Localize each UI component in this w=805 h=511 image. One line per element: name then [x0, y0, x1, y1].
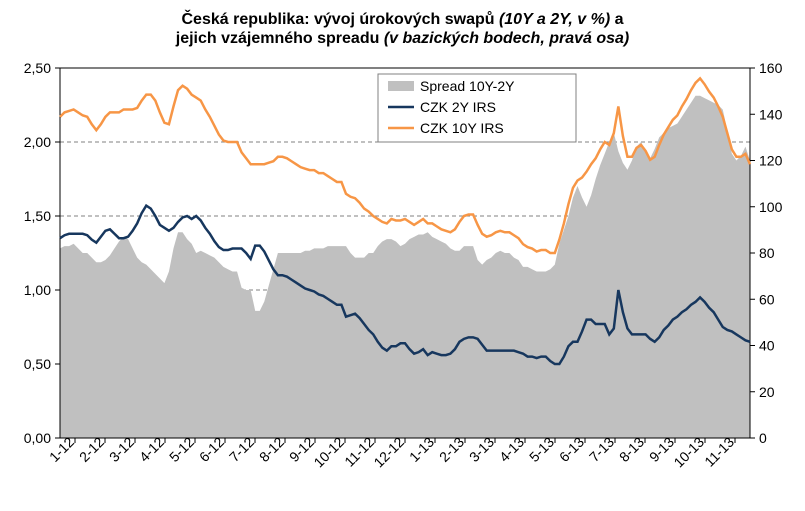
yticklabel-right: 140	[759, 106, 783, 122]
yticklabel-right: 160	[759, 60, 783, 76]
yticklabel-left: 1,00	[24, 282, 51, 298]
yticklabel-right: 40	[759, 338, 775, 354]
chart-svg: 0,00 0,50 1,00 1,50 2,00 2,50 0 20 40 60 80 100 120 1…	[0, 0, 805, 511]
yticklabel-right: 60	[759, 291, 775, 307]
legend-label: Spread 10Y-2Y	[420, 78, 515, 94]
yticklabel-right: 80	[759, 245, 775, 261]
spread-area	[60, 96, 750, 438]
xticklabel: 10-12	[310, 434, 347, 471]
yticklabel-right: 0	[759, 430, 767, 446]
yticklabel-left: 0,00	[24, 430, 51, 446]
xticklabel: 10-13	[670, 434, 707, 471]
legend-label: CZK 2Y IRS	[420, 99, 496, 115]
chart-container: Česká republika: vývoj úrokových swapů (…	[0, 0, 805, 511]
xticklabel: 11-13	[701, 434, 737, 470]
yticklabel-left: 2,50	[24, 60, 51, 76]
yticklabel-right: 120	[759, 153, 783, 169]
xticklabel: 11-12	[341, 434, 377, 470]
yticklabel-left: 0,50	[24, 356, 51, 372]
yticklabel-right: 20	[759, 384, 775, 400]
yticklabel-left: 1,50	[24, 208, 51, 224]
yticklabel-left: 2,00	[24, 134, 51, 150]
yticklabel-right: 100	[759, 199, 783, 215]
legend-swatch-area	[388, 81, 414, 91]
xticklabel: 12-12	[370, 434, 407, 471]
legend-label: CZK 10Y IRS	[420, 120, 504, 136]
